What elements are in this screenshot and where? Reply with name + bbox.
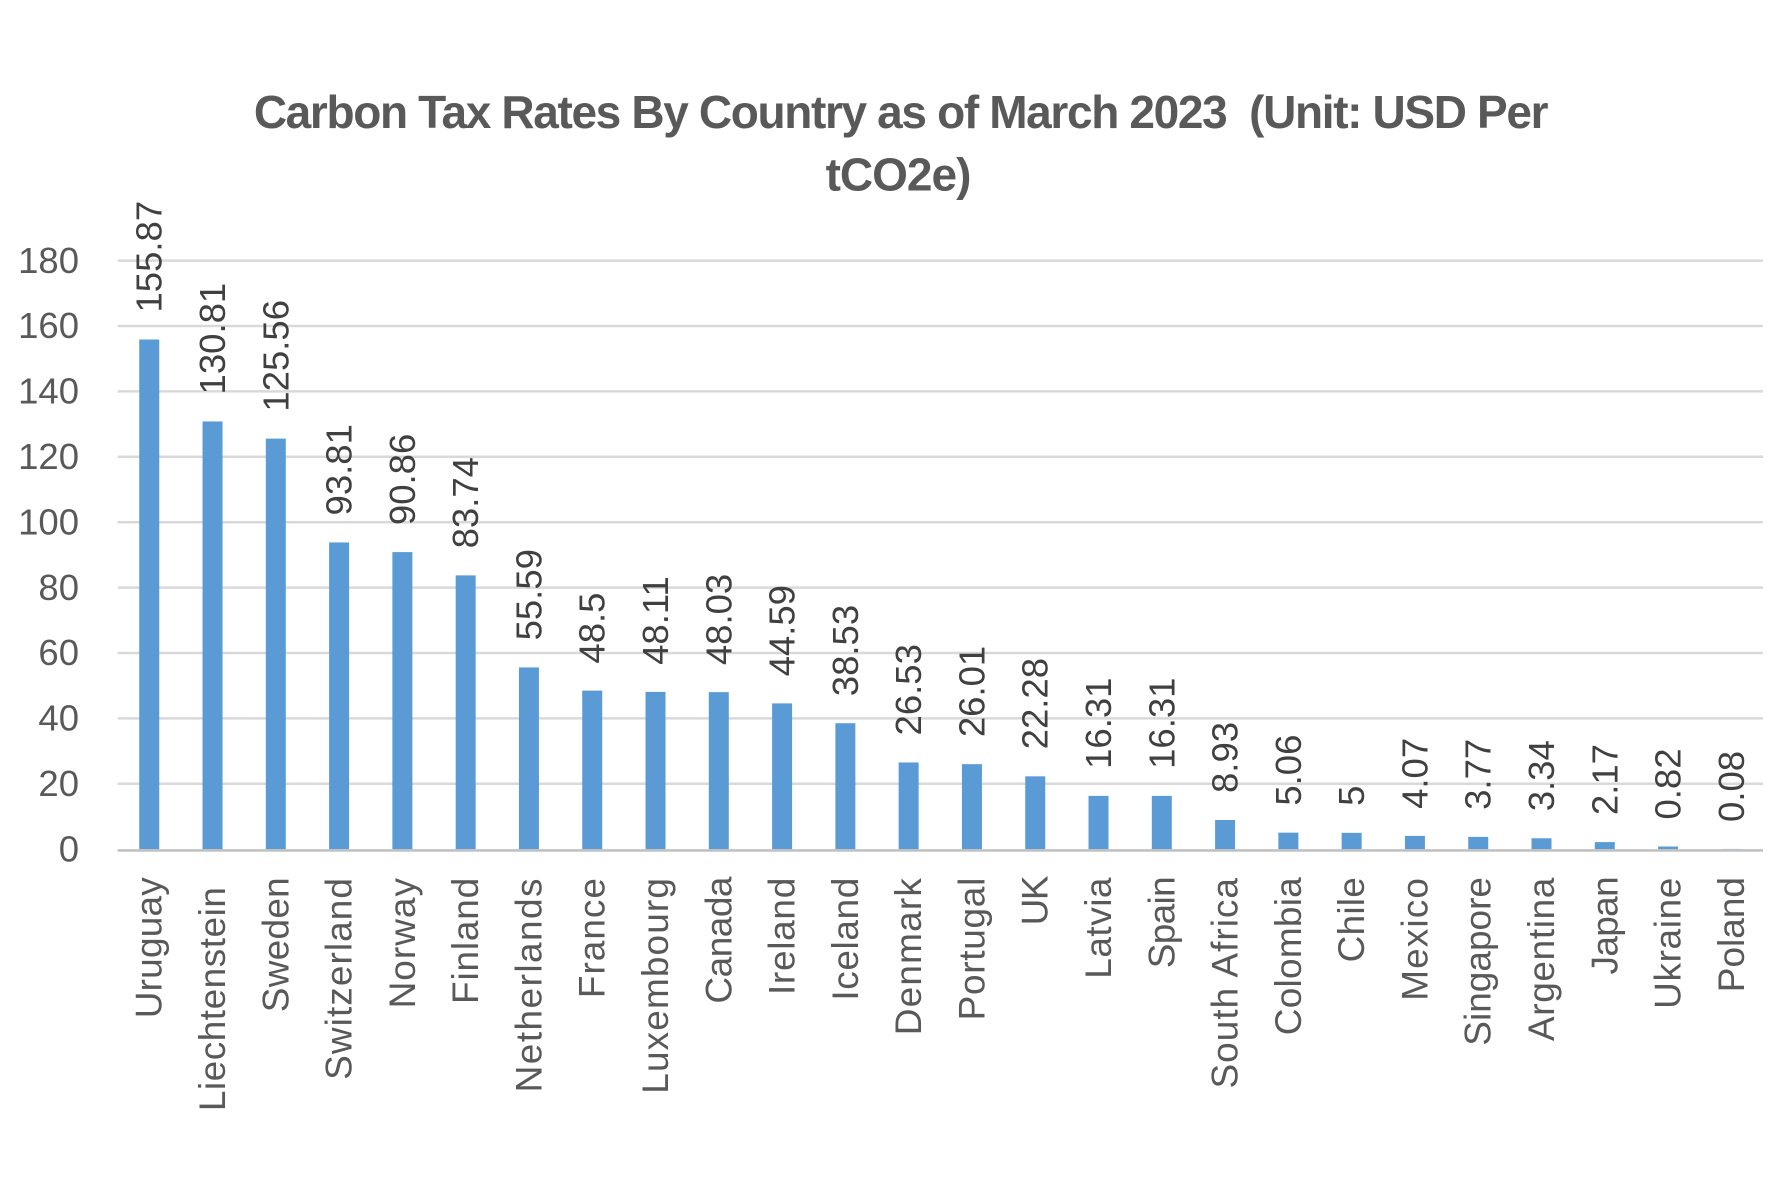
svg-text:UK: UK — [1015, 875, 1056, 925]
svg-text:44.59: 44.59 — [762, 585, 803, 676]
svg-text:40: 40 — [38, 698, 79, 739]
svg-text:48.03: 48.03 — [698, 574, 739, 665]
svg-text:Iceland: Iceland — [825, 877, 866, 1001]
svg-text:South Africa: South Africa — [1205, 877, 1246, 1089]
svg-text:Spain: Spain — [1141, 877, 1182, 968]
svg-text:Latvia: Latvia — [1078, 877, 1119, 979]
svg-text:Luxembourg: Luxembourg — [635, 877, 676, 1094]
svg-text:93.81: 93.81 — [319, 424, 360, 515]
svg-text:tCO2e): tCO2e) — [826, 149, 971, 201]
svg-text:Ireland: Ireland — [762, 877, 803, 995]
svg-text:155.87: 155.87 — [129, 201, 170, 313]
svg-text:4.07: 4.07 — [1394, 738, 1435, 809]
svg-text:26.01: 26.01 — [951, 646, 992, 737]
svg-text:16.31: 16.31 — [1078, 678, 1119, 769]
svg-text:Poland: Poland — [1711, 877, 1752, 992]
svg-text:120: 120 — [18, 436, 79, 477]
svg-text:Colombia: Colombia — [1268, 877, 1309, 1035]
svg-text:Sweden: Sweden — [255, 877, 296, 1012]
svg-text:Ukraine: Ukraine — [1648, 877, 1689, 1009]
svg-text:2.17: 2.17 — [1584, 744, 1625, 815]
svg-text:Argentina: Argentina — [1521, 877, 1562, 1041]
svg-text:80: 80 — [38, 567, 79, 608]
svg-text:60: 60 — [38, 632, 79, 673]
svg-text:125.56: 125.56 — [255, 300, 296, 412]
svg-text:48.11: 48.11 — [635, 576, 676, 665]
svg-text:Mexico: Mexico — [1394, 877, 1435, 1001]
svg-text:20: 20 — [38, 763, 79, 804]
svg-text:Chile: Chile — [1331, 877, 1372, 962]
svg-text:5: 5 — [1331, 786, 1372, 806]
svg-text:160: 160 — [18, 305, 79, 346]
svg-text:Switzerland: Switzerland — [319, 877, 360, 1080]
svg-text:0.82: 0.82 — [1648, 748, 1689, 819]
svg-text:5.06: 5.06 — [1268, 735, 1309, 806]
svg-text:Singapore: Singapore — [1458, 877, 1499, 1046]
svg-text:55.59: 55.59 — [508, 549, 549, 640]
svg-text:0.08: 0.08 — [1711, 751, 1752, 822]
svg-text:Japan: Japan — [1584, 877, 1625, 974]
svg-text:Canada: Canada — [698, 876, 739, 1004]
svg-text:8.93: 8.93 — [1205, 722, 1246, 793]
svg-text:130.81: 130.81 — [192, 283, 233, 395]
svg-text:Liechtenstein: Liechtenstein — [192, 887, 233, 1112]
svg-text:16.31: 16.31 — [1141, 678, 1182, 769]
svg-text:Uruguay: Uruguay — [129, 877, 170, 1019]
svg-text:180: 180 — [18, 240, 79, 281]
svg-text:0: 0 — [59, 828, 79, 869]
svg-text:France: France — [572, 877, 613, 998]
svg-text:3.34: 3.34 — [1521, 740, 1562, 811]
svg-text:48.5: 48.5 — [572, 593, 613, 664]
svg-text:Netherlands: Netherlands — [508, 877, 549, 1092]
svg-text:Norway: Norway — [382, 877, 423, 1008]
svg-text:Carbon Tax Rates By Country as: Carbon Tax Rates By Country as of March … — [254, 86, 1549, 138]
svg-text:90.86: 90.86 — [382, 434, 423, 525]
svg-text:83.74: 83.74 — [445, 457, 486, 548]
svg-text:Denmark: Denmark — [888, 877, 929, 1035]
svg-text:Portugal: Portugal — [951, 877, 992, 1020]
svg-text:38.53: 38.53 — [825, 605, 866, 696]
svg-text:Finland: Finland — [445, 877, 486, 1004]
svg-text:26.53: 26.53 — [888, 644, 929, 735]
svg-text:140: 140 — [18, 371, 79, 412]
svg-text:22.28: 22.28 — [1015, 658, 1056, 749]
svg-text:3.77: 3.77 — [1458, 739, 1499, 810]
svg-text:100: 100 — [18, 501, 79, 542]
